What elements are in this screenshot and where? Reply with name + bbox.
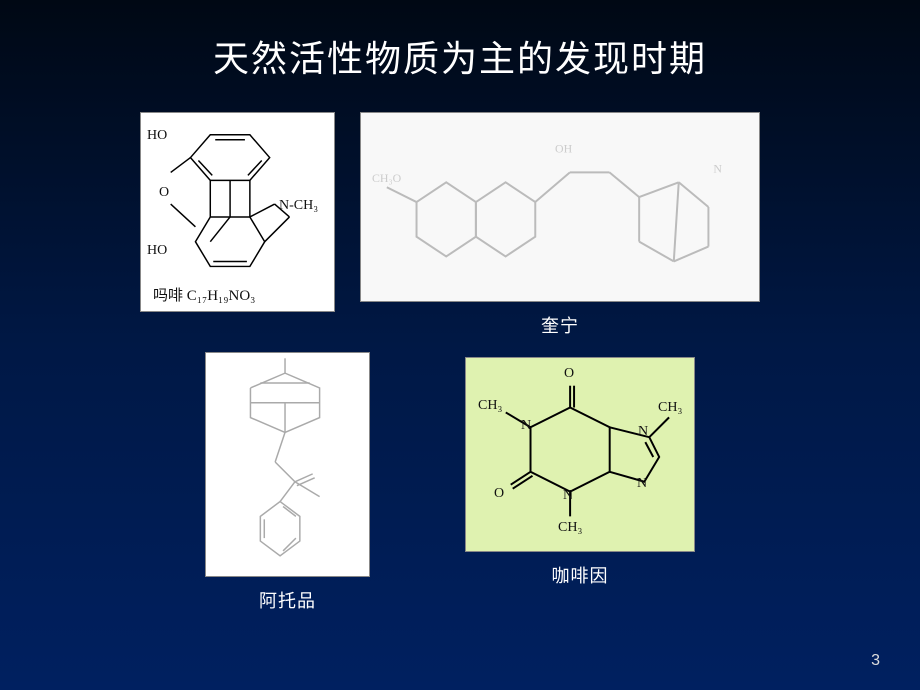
figure-atropine: 阿托品 [205, 352, 370, 613]
label-n1: N [521, 418, 531, 434]
page-number: 3 [871, 652, 880, 670]
label-o2: O [494, 486, 504, 502]
structure-quinine: OH CH₃O N [360, 112, 760, 302]
label-ch3-2: CH₃ [558, 520, 582, 536]
svg-text:OH: OH [555, 142, 573, 156]
quinine-svg: OH CH₃O N [361, 113, 759, 301]
label-ch3-1: CH₃ [478, 398, 502, 414]
label-ho1: HO [147, 128, 167, 144]
caption-quinine: 奎宁 [541, 312, 579, 338]
label-nch3: N-CH₃ [279, 198, 318, 214]
caption-caffeine: 咖啡因 [552, 562, 609, 588]
svg-text:N: N [713, 161, 722, 175]
structure-morphine: HO O HO N-CH₃ 吗啡 C₁₇H₁₉NO₃ [140, 112, 335, 312]
figure-morphine: HO O HO N-CH₃ 吗啡 C₁₇H₁₉NO₃ [140, 112, 335, 312]
figure-caffeine: O O N N N N CH₃ CH₃ CH₃ 咖啡因 [465, 357, 695, 588]
label-n3: N [638, 424, 648, 440]
label-ch3-3: CH₃ [658, 400, 682, 416]
slide-content: HO O HO N-CH₃ 吗啡 C₁₇H₁₉NO₃ [0, 82, 920, 642]
figure-quinine: OH CH₃O N 奎宁 [360, 112, 760, 338]
label-o: O [159, 185, 169, 201]
slide-title: 天然活性物质为主的发现时期 [0, 0, 920, 82]
label-n4: N [637, 476, 647, 492]
label-n2: N [563, 488, 573, 504]
label-ho2: HO [147, 243, 167, 259]
label-o1: O [564, 366, 574, 382]
structure-caffeine: O O N N N N CH₃ CH₃ CH₃ [465, 357, 695, 552]
svg-text:CH₃O: CH₃O [372, 171, 402, 185]
structure-atropine [205, 352, 370, 577]
caption-atropine: 阿托品 [259, 587, 316, 613]
morphine-formula: 吗啡 C₁₇H₁₉NO₃ [153, 284, 255, 305]
atropine-svg [206, 353, 369, 576]
